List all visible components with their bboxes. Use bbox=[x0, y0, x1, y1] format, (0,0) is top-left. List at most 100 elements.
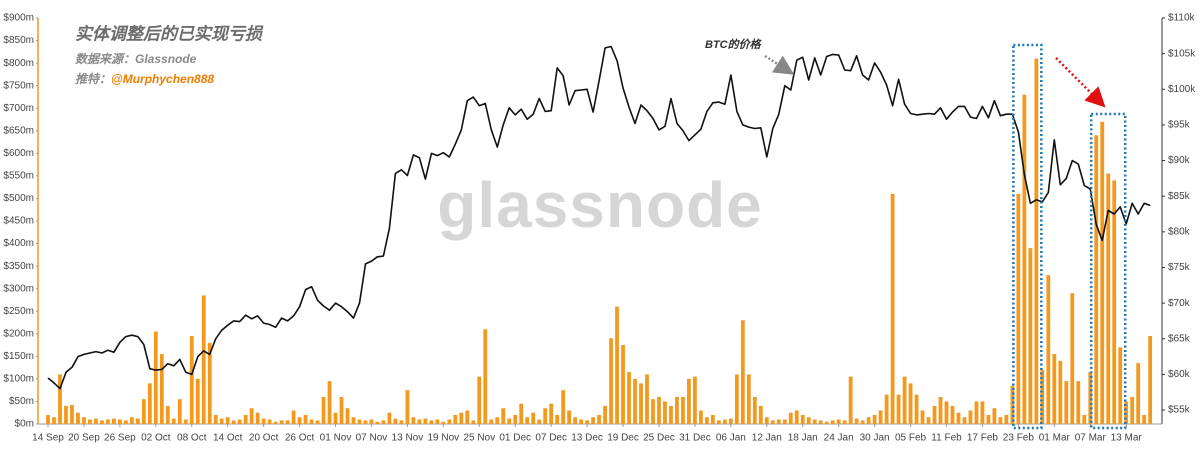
bar bbox=[1028, 248, 1033, 424]
chart-title: 实体调整后的已实现亏损 bbox=[75, 24, 264, 43]
bar bbox=[375, 421, 380, 424]
bar bbox=[669, 405, 673, 424]
x-tick-label: 07 Dec bbox=[535, 433, 567, 444]
x-tick-label: 20 Sep bbox=[68, 433, 100, 444]
bar bbox=[1112, 180, 1117, 424]
x-tick-label: 01 Nov bbox=[320, 433, 352, 444]
bar bbox=[573, 417, 578, 424]
bar bbox=[82, 417, 86, 424]
bar bbox=[147, 383, 152, 424]
bar bbox=[567, 410, 572, 424]
y2-tick-label: $90k bbox=[1168, 155, 1191, 166]
bar bbox=[728, 418, 733, 424]
bar bbox=[273, 421, 278, 424]
bar bbox=[483, 329, 488, 424]
bar bbox=[800, 414, 805, 424]
bar bbox=[1088, 372, 1093, 424]
bar bbox=[884, 394, 889, 424]
x-tick-label: 07 Mar bbox=[1075, 433, 1107, 444]
x-tick-label: 13 Nov bbox=[392, 433, 424, 444]
bar bbox=[435, 419, 440, 424]
bar bbox=[351, 417, 356, 424]
bar bbox=[417, 419, 422, 424]
bar bbox=[740, 320, 745, 424]
bar bbox=[657, 396, 661, 424]
bar bbox=[824, 421, 829, 424]
x-tick-label: 24 Jan bbox=[824, 433, 854, 444]
bar bbox=[519, 403, 524, 424]
bar bbox=[794, 410, 799, 424]
bar bbox=[938, 396, 943, 424]
bar bbox=[369, 419, 374, 424]
y2-tick-label: $70k bbox=[1168, 298, 1191, 309]
bar bbox=[944, 401, 949, 424]
bar bbox=[106, 419, 110, 424]
x-tick-label: 17 Feb bbox=[967, 433, 999, 444]
x-tick-label: 30 Jan bbox=[860, 433, 890, 444]
bar bbox=[64, 405, 68, 424]
bar bbox=[705, 417, 709, 424]
y-tick-label: $900m bbox=[3, 13, 34, 24]
bar bbox=[854, 418, 859, 424]
price-annotation: BTC的价格 bbox=[705, 38, 763, 51]
bar bbox=[1076, 381, 1081, 424]
bar bbox=[243, 414, 248, 424]
x-tick-label: 23 Feb bbox=[1003, 433, 1035, 444]
bar bbox=[327, 381, 332, 424]
bar bbox=[309, 419, 314, 424]
y-tick-label: $50m bbox=[9, 396, 34, 407]
y2-tick-label: $75k bbox=[1168, 262, 1191, 273]
bar bbox=[1130, 396, 1135, 424]
y-tick-label: $650m bbox=[3, 125, 34, 136]
bar bbox=[663, 401, 667, 424]
bar bbox=[597, 414, 601, 424]
bar bbox=[495, 417, 500, 424]
bar bbox=[699, 410, 703, 424]
bar bbox=[681, 396, 685, 424]
bar bbox=[908, 383, 913, 424]
bar bbox=[411, 417, 416, 424]
bar bbox=[1106, 173, 1111, 424]
y2-tick-label: $55k bbox=[1168, 405, 1191, 416]
bar bbox=[621, 345, 625, 424]
bar bbox=[459, 412, 464, 424]
x-tick-label: 02 Oct bbox=[141, 433, 171, 444]
bar bbox=[890, 193, 895, 424]
bar bbox=[1046, 275, 1051, 424]
y-tick-label: $800m bbox=[3, 58, 34, 69]
bar bbox=[980, 401, 985, 424]
bar bbox=[141, 399, 146, 424]
bar bbox=[279, 420, 284, 424]
x-tick-label: 01 Mar bbox=[1039, 433, 1071, 444]
bar bbox=[615, 306, 619, 424]
twitter-label: 推特： bbox=[75, 72, 111, 86]
bar bbox=[603, 405, 607, 424]
bar bbox=[357, 419, 362, 424]
bar bbox=[447, 419, 452, 424]
bar bbox=[585, 420, 589, 424]
bar bbox=[866, 417, 871, 424]
bar bbox=[52, 417, 56, 424]
highlight-box bbox=[1090, 112, 1127, 430]
bar bbox=[441, 421, 446, 424]
bar bbox=[968, 410, 973, 424]
bar bbox=[381, 420, 386, 424]
bar bbox=[195, 378, 200, 424]
bar bbox=[1124, 401, 1129, 424]
bar bbox=[710, 414, 715, 424]
bar bbox=[926, 417, 931, 424]
x-tick-label: 05 Feb bbox=[895, 433, 927, 444]
y2-tick-label: $80k bbox=[1168, 226, 1191, 237]
bar bbox=[291, 410, 296, 424]
bar bbox=[201, 295, 206, 424]
bar bbox=[788, 412, 793, 424]
bar bbox=[507, 418, 512, 424]
plot: $0m $50m $100m $150m $200m $250m $300m $350m $40… bbox=[3, 13, 1196, 444]
bar bbox=[627, 372, 631, 424]
bar bbox=[123, 420, 128, 424]
bar bbox=[465, 410, 470, 424]
bar bbox=[932, 405, 937, 424]
bar bbox=[219, 418, 224, 424]
source-note: 数据来源：Glassnode bbox=[75, 52, 197, 66]
bar bbox=[363, 420, 368, 424]
